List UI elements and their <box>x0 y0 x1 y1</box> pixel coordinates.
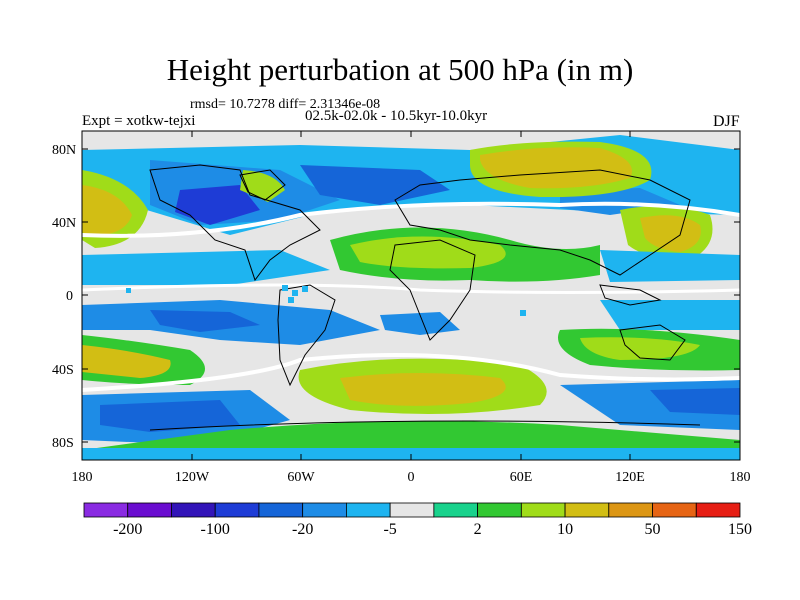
colorbar-swatch <box>652 502 697 518</box>
colorbar <box>83 502 741 518</box>
colorbar-swatch <box>477 502 522 518</box>
lat-label: 40N <box>52 216 76 231</box>
lat-label: 80S <box>52 436 74 451</box>
colorbar-swatch <box>345 502 391 518</box>
colorbar-swatch <box>83 502 129 518</box>
small-patches <box>126 285 526 316</box>
colorbar-tick-label: -20 <box>292 521 313 538</box>
colorbar-swatch <box>520 502 566 518</box>
colorbar-swatch <box>214 502 260 518</box>
colorbar-tick-label: 2 <box>474 521 482 538</box>
coastlines <box>149 164 701 431</box>
colorbar-swatch <box>389 502 435 518</box>
colorbar-swatch <box>171 502 216 518</box>
experiment-label: Expt = xotkw-tejxi <box>82 113 196 129</box>
stats-label: rmsd= 10.7278 diff= 2.31346e-08 <box>190 97 381 112</box>
colorbar-swatch <box>127 502 172 518</box>
lon-label: 60E <box>510 470 533 485</box>
lat-label: 40S <box>52 363 74 378</box>
colorbar-swatch <box>608 502 653 518</box>
colorbar-swatch <box>258 502 304 518</box>
chart-title: Height perturbation at 500 hPa (in m) <box>166 52 634 87</box>
lon-label: 120W <box>175 470 210 485</box>
axis-ticks <box>82 131 740 460</box>
contour-field <box>82 131 740 460</box>
lon-label: 60W <box>287 470 315 485</box>
lon-label: 180 <box>730 470 751 485</box>
lon-labels: 180 120W 60W 0 60E 120E 180 <box>72 470 751 485</box>
colorbar-tick-label: -200 <box>113 521 142 538</box>
colorbar-swatch <box>695 502 741 518</box>
colorbar-tick-label: 10 <box>557 521 573 538</box>
lon-label: 120E <box>615 470 645 485</box>
lon-label: 0 <box>408 470 415 485</box>
colorbar-swatch <box>302 502 347 518</box>
lat-label: 0 <box>66 289 73 304</box>
colorbar-swatch <box>433 502 479 518</box>
period-label: 02.5k-02.0k - 10.5kyr-10.0kyr <box>305 108 488 124</box>
colorbar-tick-label: 150 <box>728 521 752 538</box>
colorbar-tick-label: -100 <box>201 521 230 538</box>
colorbar-tick-label: 50 <box>645 521 661 538</box>
lat-label: 80N <box>52 143 76 158</box>
colorbar-swatch <box>564 502 610 518</box>
lon-label: 180 <box>72 470 93 485</box>
season-label: DJF <box>713 113 740 130</box>
lat-labels: 80N 40N 0 40S 80S <box>52 143 76 451</box>
colorbar-tick-label: -5 <box>383 521 396 538</box>
colorbar-labels: -200 -100 -20 -5 2 10 50 150 <box>113 521 752 538</box>
